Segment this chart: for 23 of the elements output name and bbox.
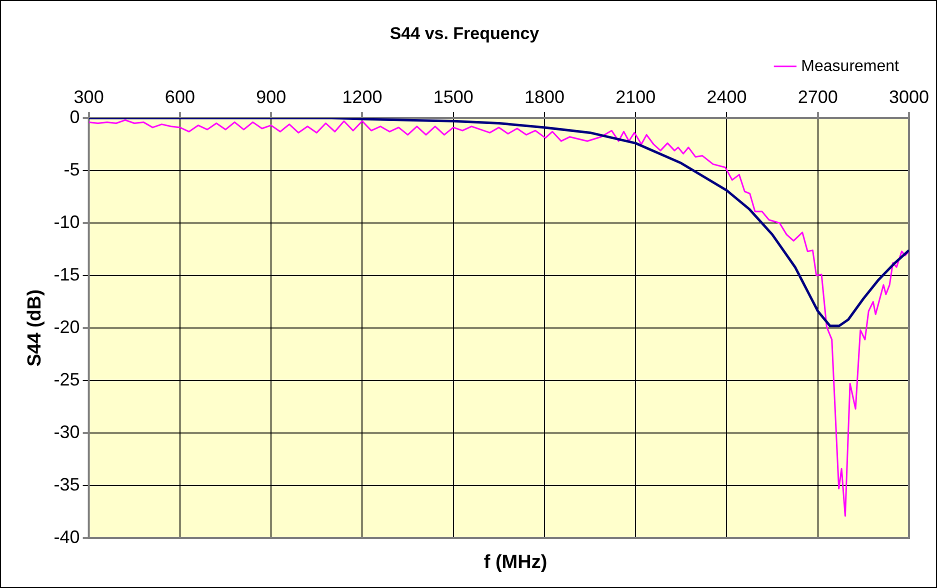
legend-label: Measurement [801,58,900,75]
y-tick-label: -5 [64,159,80,180]
x-tick-label: 2700 [798,87,838,108]
x-axis-title: f (MHz) [482,552,548,574]
x-tick-label: 2100 [616,87,656,108]
x-tick-label: 1800 [524,87,564,108]
x-tick-label: 900 [256,87,286,108]
x-tick-label: 300 [74,87,104,108]
y-tick-label: -10 [54,212,80,232]
y-tick-label: -20 [54,316,80,337]
x-tick-label: 1200 [342,87,382,108]
x-tick-label: 1500 [433,87,474,108]
y-tick-label: -40 [54,526,80,547]
y-tick-label: 0 [70,106,80,127]
y-tick-label: -25 [54,369,80,390]
x-tick-label: 600 [164,87,195,108]
x-tick-label: 3000 [888,87,930,108]
x-tick-label: 2400 [706,87,747,108]
y-tick-label: -35 [54,474,80,494]
y-axis-title: S44 (dB) [24,289,46,367]
chart-title: S44 vs. Frequency [390,24,540,43]
y-tick-label: -30 [54,422,80,442]
y-tick-label: -15 [54,264,80,284]
